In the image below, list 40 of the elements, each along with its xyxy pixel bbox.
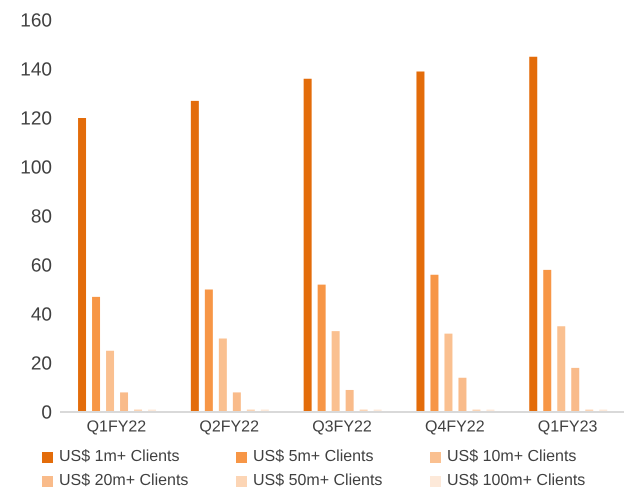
legend-label: US$ 5m+ Clients	[253, 448, 374, 466]
x-tick-label: Q4FY22	[425, 418, 485, 436]
bar	[232, 392, 241, 412]
bar	[204, 290, 213, 412]
y-tick-label: 140	[20, 60, 52, 81]
y-tick-label: 160	[20, 10, 52, 32]
bar	[444, 334, 452, 412]
bar	[332, 331, 340, 412]
bar	[557, 326, 566, 412]
bar	[430, 274, 438, 412]
bar	[120, 392, 128, 412]
legend-label: US$ 20m+ Clients	[59, 472, 188, 490]
bar	[92, 296, 100, 412]
y-tick-label: 60	[30, 256, 52, 277]
bar	[78, 118, 86, 412]
x-tick-label: Q3FY22	[312, 418, 372, 436]
bar	[346, 390, 354, 412]
legend-label: US$ 10m+ Clients	[447, 448, 576, 466]
y-tick-label: 80	[30, 206, 52, 228]
x-tick-label: Q1FY22	[86, 418, 146, 436]
x-tick-label: Q1FY23	[538, 418, 598, 436]
bar	[304, 78, 312, 412]
legend-label: US$ 100m+ Clients	[447, 472, 586, 490]
bar	[218, 338, 227, 412]
bar	[318, 284, 326, 412]
y-tick-label: 100	[20, 158, 52, 179]
y-tick-label: 0	[41, 402, 52, 424]
bar	[571, 368, 580, 412]
y-tick-label: 40	[30, 304, 52, 326]
bar	[106, 350, 114, 412]
x-tick-label: Q2FY22	[199, 418, 260, 436]
bar	[416, 71, 424, 412]
legend-label: US$ 50m+ Clients	[253, 472, 382, 490]
y-tick-label: 120	[20, 108, 52, 130]
bar	[529, 56, 538, 412]
y-tick-label: 20	[30, 354, 52, 375]
bar	[190, 100, 199, 412]
bar	[543, 270, 552, 412]
legend-label: US$ 1m+ Clients	[59, 448, 180, 466]
bar	[458, 378, 466, 412]
